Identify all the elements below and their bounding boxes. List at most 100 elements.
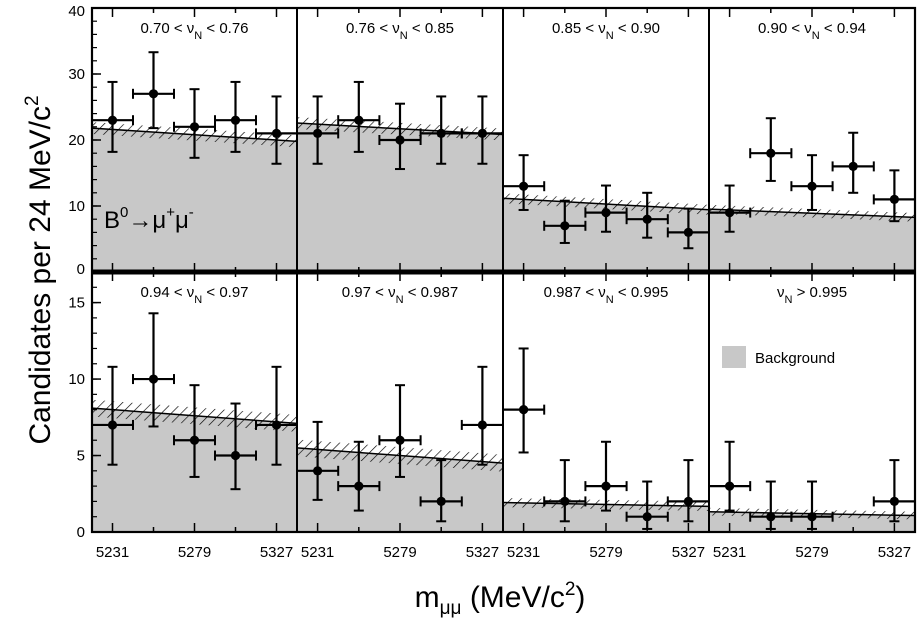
- data-point: [296, 420, 340, 501]
- marker: [395, 135, 405, 145]
- x-tick-label: 5327: [260, 544, 293, 561]
- panel-label-post: < 0.987: [404, 284, 459, 301]
- data-point: [337, 80, 381, 153]
- panel-label-sub: N: [400, 30, 408, 42]
- process-label-sup2: -: [189, 204, 194, 221]
- y-axis-title-sup: 2: [22, 95, 43, 106]
- x-tick-label: 5327: [672, 544, 705, 561]
- marker: [230, 115, 241, 125]
- data-point: [214, 80, 257, 153]
- marker: [395, 435, 405, 445]
- background-fill: [297, 447, 503, 532]
- marker: [725, 208, 735, 218]
- panel-3: 0.85 < νN < 0.90: [502, 8, 710, 272]
- panel-label-sub: N: [784, 294, 792, 306]
- panel-5: 0.94 < νN < 0.97: [91, 272, 298, 532]
- marker: [807, 181, 817, 191]
- panel-label-post: < 0.90: [614, 20, 660, 37]
- data-point: [790, 154, 834, 211]
- x-axis: 5231 5279 5327 5231 5279 5327 5231 5279 5327 5231…: [96, 544, 911, 561]
- marker: [560, 221, 570, 231]
- panel-2: 0.76 < νN < 0.85: [296, 8, 504, 272]
- x-axis-title-close: ): [575, 581, 585, 614]
- panel-label: 0.90 < νN < 0.94: [758, 20, 866, 42]
- data-point: [378, 102, 422, 171]
- data-point: [132, 312, 175, 428]
- panel-8: νN > 0.995: [708, 272, 916, 532]
- marker: [230, 450, 241, 461]
- marker: [271, 128, 282, 138]
- x-tick-label: 5279: [383, 544, 416, 561]
- marker: [313, 128, 323, 138]
- panel-label-sub: N: [194, 30, 202, 42]
- panel-label-post: < 0.97: [202, 284, 248, 301]
- x-tick-label: 5279: [795, 544, 828, 561]
- panel-label-sub: N: [812, 30, 820, 42]
- panel-1: 0.70 < νN < 0.76: [91, 8, 298, 272]
- y-tick-label: 0: [77, 524, 85, 541]
- panel-label-post: < 0.995: [614, 284, 669, 301]
- y-tick-label: 0: [77, 261, 85, 278]
- panel-label-pre: ν: [777, 284, 785, 301]
- background-line: [708, 208, 916, 219]
- panel-label-post: < 0.94: [820, 20, 866, 37]
- panel-label-pre: 0.94 < ν: [140, 284, 194, 301]
- panel-label: 0.94 < νN < 0.97: [140, 284, 248, 306]
- marker: [107, 420, 118, 430]
- x-axis-title-main: m: [415, 581, 440, 614]
- marker: [519, 405, 529, 415]
- panel-6: 0.97 < νN < 0.987: [296, 272, 504, 532]
- marker: [148, 89, 159, 99]
- x-axis-title-unit: (MeV/c: [461, 581, 564, 614]
- panel-label-pre: 0.76 < ν: [346, 20, 400, 37]
- data-point: [419, 95, 463, 165]
- y-axis-title-main: Candidates per 24 MeV/c: [24, 106, 57, 445]
- data-point: [625, 191, 669, 239]
- data-point: [502, 347, 546, 454]
- x-tick-label: 5327: [878, 544, 911, 561]
- data-point: [831, 131, 875, 194]
- legend-label-background: Background: [755, 350, 835, 367]
- marker: [477, 420, 487, 430]
- data-point: [337, 440, 381, 512]
- panel-label-post: < 0.85: [408, 20, 454, 37]
- background-fill: [92, 128, 297, 272]
- marker: [148, 374, 159, 384]
- data-point: [132, 51, 175, 130]
- panel-label-post: < 0.76: [202, 20, 248, 37]
- marker: [313, 466, 323, 476]
- data-point: [173, 88, 216, 159]
- marker: [683, 227, 694, 237]
- marker: [189, 435, 200, 445]
- x-tick-label: 5231: [96, 544, 129, 561]
- process-label-mid: μ: [175, 207, 189, 234]
- marker: [683, 496, 694, 507]
- panel-label: νN > 0.995: [777, 284, 847, 306]
- panel-label-pre: 0.85 < ν: [552, 20, 606, 37]
- frame-layer: [90, 6, 917, 534]
- panel-label: 0.987 < νN < 0.995: [544, 284, 669, 306]
- y-axis-title: Candidates per 24 MeV/c2: [22, 95, 57, 444]
- x-tick-label: 5231: [301, 544, 334, 561]
- data-point: [419, 459, 463, 523]
- panel-label-pre: 0.90 < ν: [758, 20, 812, 37]
- legend: Background: [722, 346, 835, 368]
- marker: [107, 115, 118, 125]
- panel-label-pre: 0.97 < ν: [342, 284, 396, 301]
- marker: [271, 420, 282, 430]
- marker: [560, 496, 570, 507]
- process-label-arrow: →μ: [128, 207, 166, 234]
- x-axis-title: mμμ (MeV/c2): [415, 579, 586, 618]
- panel-7: 0.987 < νN < 0.995: [502, 272, 710, 532]
- process-label: B0→μ+μ-: [104, 204, 194, 234]
- data-point: [255, 95, 298, 165]
- data-point: [296, 95, 340, 165]
- marker: [477, 128, 487, 138]
- marker: [766, 148, 776, 158]
- marker: [889, 194, 900, 204]
- marker: [642, 214, 652, 224]
- data-point: [625, 480, 669, 530]
- marker: [519, 181, 529, 191]
- y-tick-label: 30: [68, 66, 85, 83]
